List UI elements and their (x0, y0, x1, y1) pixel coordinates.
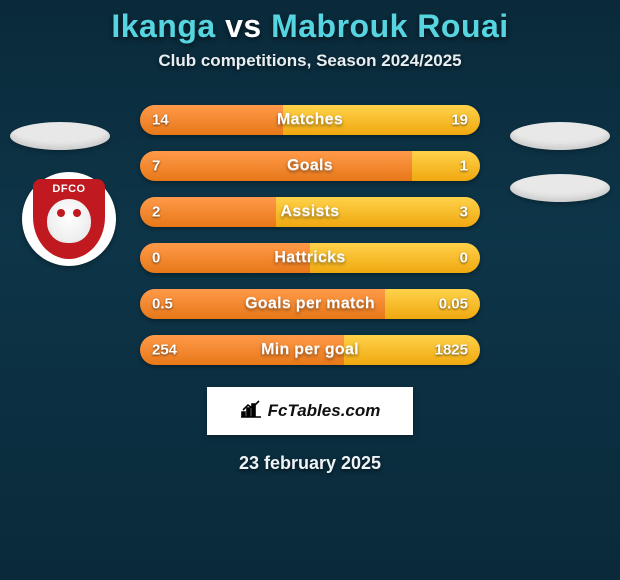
stat-value-right: 3 (460, 204, 468, 221)
date-label: 23 february 2025 (0, 453, 620, 474)
stat-label: Assists (280, 203, 339, 221)
stat-bar-fill-left (140, 197, 276, 227)
stat-bars-container: 14 19 Matches 7 1 Goals 2 3 Assists 0 0 Hattricks 0.… (140, 105, 480, 365)
watermark[interactable]: FcTables.com (207, 387, 413, 435)
stat-value-right: 19 (451, 112, 468, 129)
stat-value-left: 2 (152, 204, 160, 221)
stat-bar: 254 1825 Min per goal (140, 335, 480, 365)
stat-value-left: 0.5 (152, 296, 173, 313)
stat-bar: 0.5 0.05 Goals per match (140, 289, 480, 319)
stat-label: Goals (287, 157, 333, 175)
title-vs: vs (225, 8, 262, 44)
stat-value-left: 14 (152, 112, 169, 129)
content-root: Ikanga vs Mabrouk Rouai Club competition… (0, 0, 620, 580)
chart-icon (240, 400, 262, 423)
stat-label: Goals per match (245, 295, 375, 313)
stat-value-right: 1825 (435, 342, 468, 359)
placeholder-oval-top-right (510, 122, 610, 150)
title-player1: Ikanga (111, 8, 215, 44)
club-badge-text: DFCO (52, 183, 85, 195)
stat-bar: 7 1 Goals (140, 151, 480, 181)
stat-label: Hattricks (274, 249, 345, 267)
stat-bar: 14 19 Matches (140, 105, 480, 135)
stat-bar-fill-right (412, 151, 480, 181)
page-title: Ikanga vs Mabrouk Rouai (0, 8, 620, 45)
title-player2: Mabrouk Rouai (271, 8, 509, 44)
owl-icon (47, 199, 91, 243)
stat-value-right: 1 (460, 158, 468, 175)
placeholder-oval-mid-right (510, 174, 610, 202)
club-badge: DFCO (22, 172, 116, 266)
club-badge-shield: DFCO (33, 179, 105, 259)
stat-bar-fill-left (140, 151, 412, 181)
stat-bar: 0 0 Hattricks (140, 243, 480, 273)
stat-label: Min per goal (261, 341, 359, 359)
watermark-text: FcTables.com (268, 401, 381, 421)
stat-value-right: 0.05 (439, 296, 468, 313)
stat-value-left: 7 (152, 158, 160, 175)
stat-value-left: 0 (152, 250, 160, 267)
stat-value-left: 254 (152, 342, 177, 359)
stat-bar: 2 3 Assists (140, 197, 480, 227)
subtitle: Club competitions, Season 2024/2025 (0, 51, 620, 71)
stat-label: Matches (277, 111, 343, 129)
stat-value-right: 0 (460, 250, 468, 267)
placeholder-oval-top-left (10, 122, 110, 150)
